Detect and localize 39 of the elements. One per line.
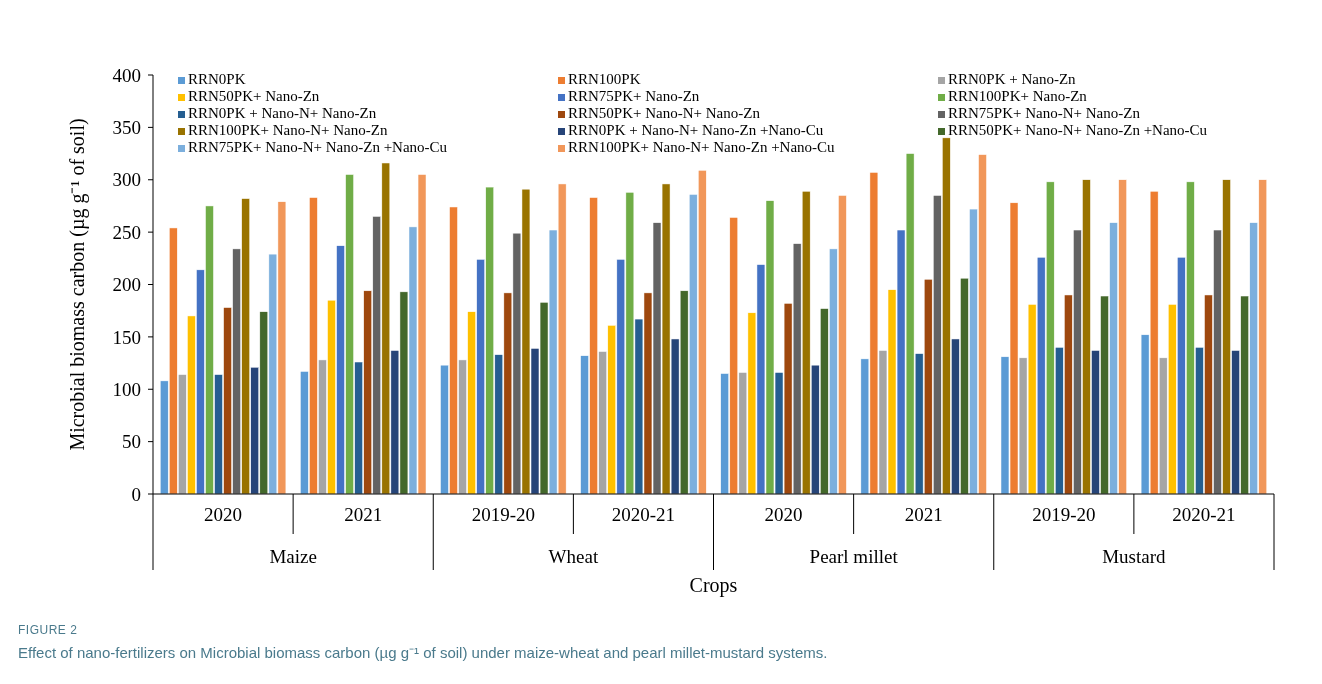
- text: Pearl millet: [809, 546, 899, 567]
- x-tick-label: 2020-21: [1172, 504, 1236, 525]
- x-tick-label: 2019-20: [1032, 504, 1096, 525]
- legend-label: RRN75PK+ Nano-N+ Nano-Zn +Nano-Cu: [188, 139, 448, 155]
- legend-label: RRN50PK+ Nano-N+ Nano-Zn +Nano-Cu: [948, 122, 1208, 138]
- y-tick-label: 300: [112, 169, 141, 191]
- text: FIGURE 2: [18, 623, 78, 637]
- text: Wheat: [548, 546, 599, 567]
- y-tick-label: 50: [122, 431, 141, 453]
- x-axis-title: Crops: [689, 574, 738, 597]
- x-tick-label: 2020-21: [611, 504, 676, 525]
- legend-label: RRN100PK+ Nano-N+ Nano-Zn: [188, 122, 388, 138]
- legend-label: RRN50PK+ Nano-Zn: [188, 88, 320, 104]
- legend-label: RRN75PK+ Nano-N+ Nano-Zn: [948, 105, 1141, 121]
- x-tick-label: 2020: [764, 504, 803, 525]
- x-tick-label: 2020: [204, 504, 243, 525]
- legend-label: RRN50PK+ Nano-N+ Nano-Zn: [568, 105, 761, 121]
- legend-label: RRN0PK + Nano-N+ Nano-Zn: [188, 105, 377, 121]
- legend-label: RRN100PK+ Nano-N+ Nano-Zn +Nano-Cu: [568, 139, 836, 155]
- y-axis-title: Microbial biomass carbon (µg g⁻¹ of soil): [66, 118, 89, 451]
- y-tick-label: 0: [131, 483, 141, 505]
- x-tick-label: 2019-20: [471, 504, 535, 525]
- text: Maize: [269, 546, 317, 567]
- legend-label: RRN75PK+ Nano-Zn: [568, 88, 700, 104]
- legend-label: RRN0PK + Nano-Zn: [948, 71, 1077, 87]
- x-tick-label: 2021: [344, 504, 383, 525]
- legend-label: RRN0PK: [188, 71, 246, 87]
- y-tick-label: 100: [112, 378, 141, 400]
- text: Mustard: [1102, 546, 1167, 567]
- legend-label: RRN0PK + Nano-N+ Nano-Zn +Nano-Cu: [568, 122, 824, 138]
- y-tick-label: 150: [112, 326, 141, 348]
- y-tick-label: 350: [112, 117, 141, 139]
- text: Effect of nano-fertilizers on Microbial biomass carbon (µg g⁻¹ of soil) under maize-wheat and pearl millet-mustard systems.: [18, 644, 828, 661]
- legend-label: RRN100PK+ Nano-Zn: [948, 88, 1088, 104]
- y-tick-label: 250: [112, 221, 141, 243]
- y-tick-label: 200: [112, 274, 141, 296]
- x-tick-label: 2021: [904, 504, 943, 525]
- legend-label: RRN100PK: [568, 71, 641, 87]
- y-tick-label: 400: [112, 64, 141, 86]
